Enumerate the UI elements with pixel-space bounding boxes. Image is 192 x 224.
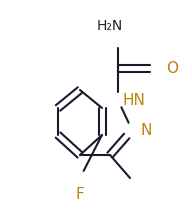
Text: O: O <box>166 60 178 75</box>
Text: F: F <box>76 187 84 202</box>
Text: HN: HN <box>122 93 145 108</box>
Text: H₂N: H₂N <box>97 19 123 33</box>
Text: N: N <box>140 123 152 138</box>
